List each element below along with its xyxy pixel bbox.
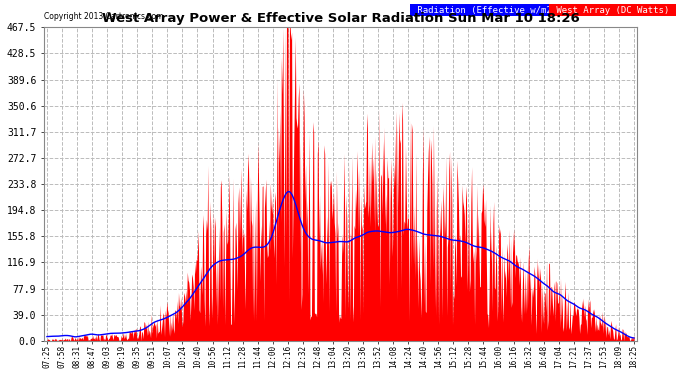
Title: West Array Power & Effective Solar Radiation Sun Mar 10 18:26: West Array Power & Effective Solar Radia… — [101, 12, 580, 25]
Text: Radiation (Effective w/m2): Radiation (Effective w/m2) — [412, 6, 562, 15]
Text: West Array (DC Watts): West Array (DC Watts) — [551, 6, 675, 15]
Text: Copyright 2013 Cartronics.com: Copyright 2013 Cartronics.com — [44, 12, 164, 21]
